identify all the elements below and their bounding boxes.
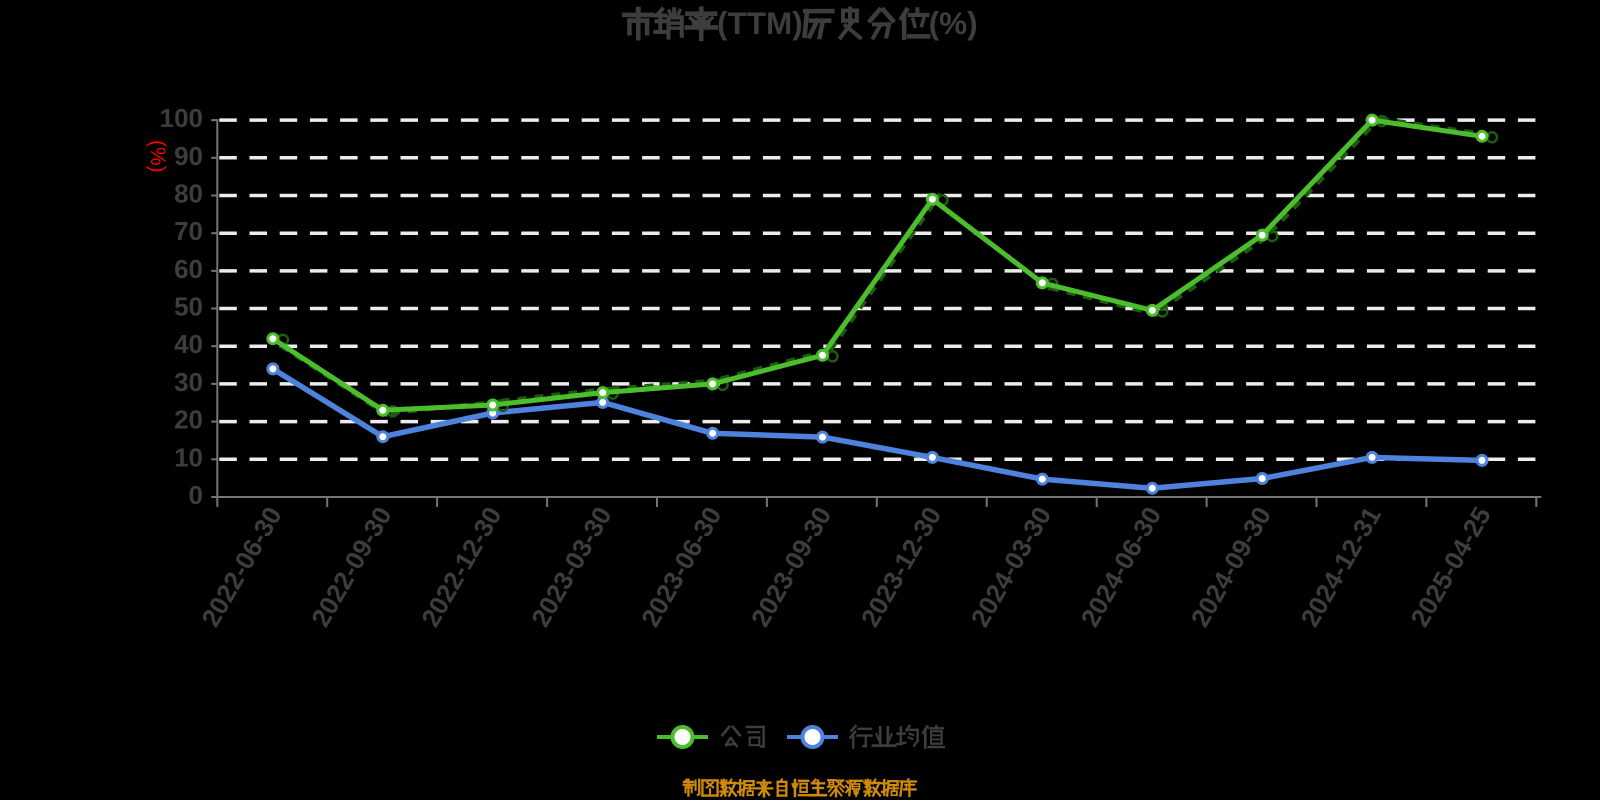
svg-text:50: 50 xyxy=(174,292,203,322)
svg-text:100: 100 xyxy=(160,103,203,133)
svg-text:20: 20 xyxy=(174,405,203,435)
svg-text:70: 70 xyxy=(174,216,203,246)
svg-text:10: 10 xyxy=(174,442,203,472)
svg-text:(TTM): (TTM) xyxy=(717,5,803,41)
svg-text:40: 40 xyxy=(174,329,203,359)
svg-text:(%): (%) xyxy=(146,140,169,173)
svg-text:90: 90 xyxy=(174,141,203,171)
svg-text:(%): (%) xyxy=(929,5,978,41)
svg-text:30: 30 xyxy=(174,367,203,397)
svg-text:60: 60 xyxy=(174,254,203,284)
svg-text:0: 0 xyxy=(189,480,203,510)
svg-text:80: 80 xyxy=(174,179,203,209)
